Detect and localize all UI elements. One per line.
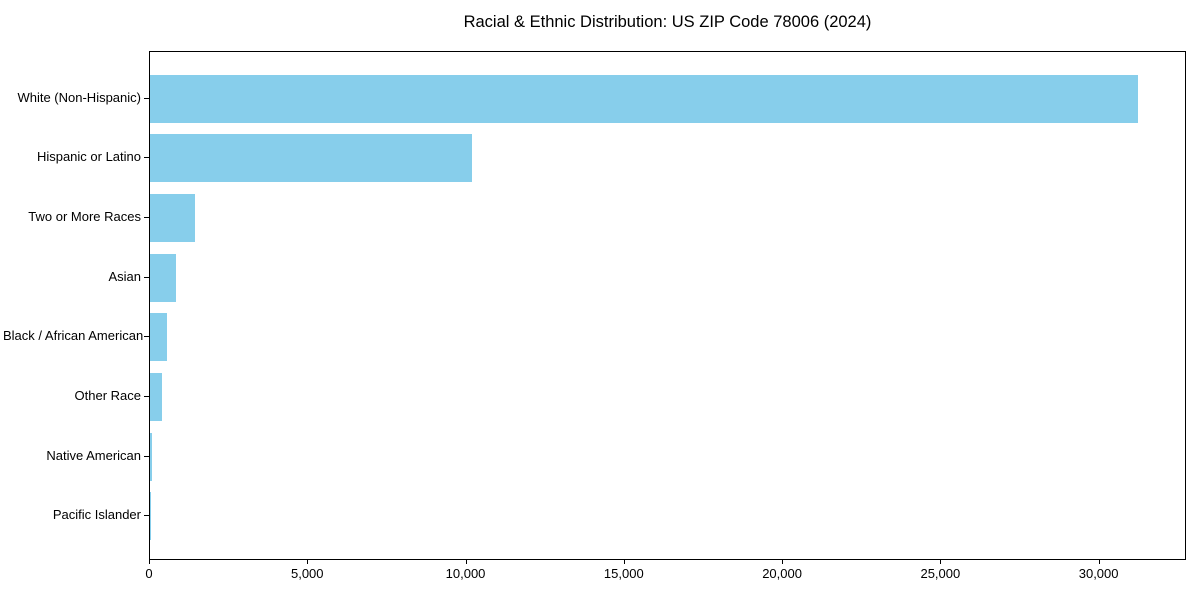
- bar-asian: [150, 253, 176, 302]
- y-tick-label: Hispanic or Latino: [36, 149, 141, 165]
- bar-native-american: [150, 432, 152, 481]
- y-tick-mark: [144, 97, 149, 99]
- y-tick-mark: [144, 216, 149, 218]
- y-tick-mark: [144, 157, 149, 159]
- y-tick-mark: [144, 336, 149, 338]
- bar-hispanic-or-latino: [150, 134, 472, 183]
- y-tick-mark: [144, 396, 149, 397]
- x-tick-label: 5,000: [290, 566, 324, 581]
- x-tick-label: 30,000: [1078, 566, 1119, 581]
- bar-other-race: [150, 373, 162, 421]
- y-tick-label: Other Race: [74, 388, 141, 403]
- y-tick-mark: [144, 455, 149, 457]
- y-tick-label: Pacific Islander: [52, 507, 141, 523]
- x-tick-mark: [149, 560, 150, 564]
- bar-two-or-more-races: [150, 193, 196, 242]
- x-tick-mark: [782, 560, 784, 564]
- x-tick-mark: [1098, 560, 1100, 564]
- x-tick-label: 20,000: [762, 566, 802, 581]
- x-tick-label: 0: [145, 566, 153, 581]
- y-tick-label: Black / African American: [3, 328, 144, 344]
- x-tick-label: 10,000: [445, 566, 486, 581]
- y-tick-label: Two or More Races: [28, 208, 141, 224]
- x-tick-label: 25,000: [920, 566, 961, 581]
- chart-title: Racial & Ethnic Distribution: US ZIP Cod…: [463, 13, 872, 31]
- plot-area: [149, 51, 1186, 560]
- y-tick-label: White (Non-Hispanic): [17, 89, 141, 105]
- x-tick-mark: [465, 560, 467, 564]
- y-tick-label: Native American: [46, 447, 141, 463]
- bar-white-non-hispanic: [150, 74, 1138, 123]
- y-tick-mark: [144, 515, 149, 517]
- bar-black-african-american: [150, 313, 168, 362]
- x-tick-mark: [623, 560, 625, 564]
- x-tick-mark: [307, 560, 309, 564]
- y-tick-label: Asian: [108, 268, 141, 284]
- x-tick-mark: [940, 560, 942, 564]
- x-tick-label: 15,000: [603, 566, 644, 581]
- y-tick-mark: [144, 276, 149, 278]
